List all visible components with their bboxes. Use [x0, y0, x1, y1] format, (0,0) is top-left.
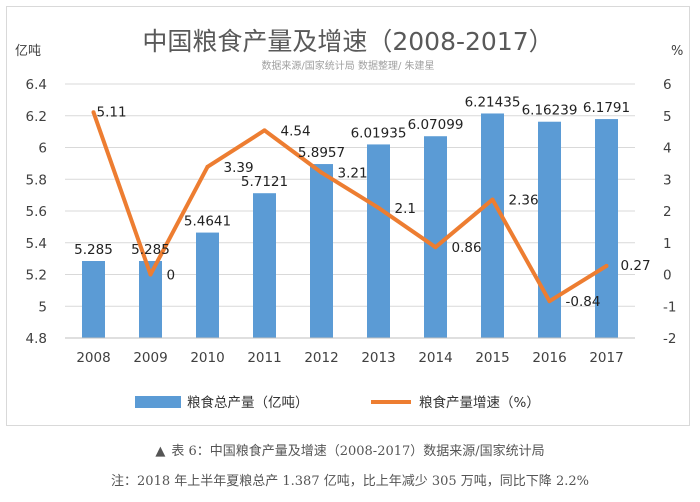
bar [367, 144, 390, 338]
legend-swatch-bars [135, 396, 181, 408]
right-axis-tick-label: -1 [663, 299, 676, 315]
bar-data-label: 5.4641 [184, 214, 231, 230]
bar [538, 121, 561, 339]
bar-data-label: 6.16239 [522, 103, 578, 119]
growth-line [91, 111, 608, 304]
x-axis-tick-label: 2016 [532, 350, 566, 366]
left-axis-tick-label: 6.4 [26, 77, 47, 93]
figure-caption: ▲ 表 6：中国粮食产量及增速（2008-2017）数据来源/国家统计局 [0, 440, 700, 459]
left-axis-tick-label: 6 [38, 141, 47, 157]
x-axis-tick-label: 2017 [589, 350, 623, 366]
chart-subtitle: 数据来源/国家统计局 数据整理/ 朱建星 [261, 59, 434, 72]
right-axis-tick-label: 2 [663, 204, 672, 220]
line-data-label: -0.84 [566, 294, 601, 310]
bar-data-label: 5.285 [131, 242, 170, 258]
left-axis-tick-label: 4.8 [26, 331, 47, 347]
growth-point [91, 110, 96, 115]
chart-svg: 5.285 5.2855.46415.71215.89576.019356.070… [15, 27, 683, 411]
growth-point [205, 164, 210, 169]
left-axis-tick-label: 5.6 [26, 204, 47, 220]
growth-point [490, 197, 495, 202]
right-axis-tick-label: 5 [663, 109, 672, 125]
x-axis-tick-label: 2008 [76, 350, 110, 366]
bar [82, 261, 105, 338]
line-data-label: 0.27 [621, 258, 651, 274]
left-axis-tick-label: 6.2 [26, 109, 47, 125]
right-axis-tick-label: -2 [663, 331, 676, 347]
right-axis-tick-label: 4 [663, 141, 672, 157]
growth-point [319, 170, 324, 175]
bar-data-label: 5.285 [74, 242, 113, 258]
x-axis-tick-label: 2010 [190, 350, 224, 366]
bar [595, 119, 618, 339]
chart-title: 中国粮食产量及增速（2008-2017） [142, 27, 553, 56]
chart-frame: 5.285 5.285 5.4641 5.7121 5.8957 6.01935 6.070… [6, 6, 690, 426]
line-data-label: 0.86 [452, 240, 482, 256]
caption-text: 表 6：中国粮食产量及增速（2008-2017）数据来源/国家统计局 [171, 444, 545, 459]
left-axis-tick-label: 5.8 [26, 172, 47, 188]
bar-data-label: 5.8957 [298, 145, 345, 161]
bar-data-label: 6.21435 [465, 94, 521, 110]
left-axis-tick-label: 5 [38, 299, 47, 315]
x-axis-tick-label: 2014 [418, 350, 452, 366]
bar [310, 164, 333, 338]
left-axis-unit: 亿吨 [15, 44, 41, 59]
x-axis-tick-label: 2012 [304, 350, 338, 366]
line-data-label: 2.36 [509, 193, 539, 209]
right-axis-tick-label: 1 [663, 236, 672, 252]
legend-label-bars: 粮食总产量（亿吨） [187, 394, 309, 411]
bar [139, 261, 162, 338]
x-axis-tick-label: 2011 [247, 350, 281, 366]
bar [253, 193, 276, 338]
line-data-label: 0 [167, 268, 176, 284]
line-data-label: 5.11 [97, 104, 127, 120]
bar [481, 113, 504, 338]
right-axis-unit: % [671, 44, 683, 59]
chart-legend: 粮食总产量（亿吨） 粮食产量增速（%） [135, 394, 540, 411]
growth-point [433, 245, 438, 250]
line-data-label: 2.1 [395, 201, 416, 217]
x-axis-tick-label: 2015 [475, 350, 509, 366]
bar [196, 232, 219, 338]
left-axis-tick-label: 5.4 [26, 236, 47, 252]
right-axis-tick-label: 3 [663, 172, 672, 188]
growth-point [604, 263, 609, 268]
line-data-label: 4.54 [281, 123, 311, 139]
growth-point [547, 299, 552, 304]
growth-point [262, 128, 267, 133]
right-axis-tick-label: 6 [663, 77, 672, 93]
growth-point [376, 205, 381, 210]
x-axis-tick-label: 2009 [133, 350, 167, 366]
figure-note: 注：2018 年上半年夏粮总产 1.387 亿吨，比上年减少 305 万吨，同比… [111, 474, 589, 489]
bar-data-label: 6.01935 [351, 125, 407, 141]
legend-label-line: 粮食产量增速（%） [419, 394, 540, 411]
line-data-label: 3.39 [224, 160, 254, 176]
right-axis-tick-label: 0 [663, 268, 672, 284]
bar-data-label: 6.07099 [408, 117, 464, 133]
left-axis-tick-label: 5.2 [26, 268, 47, 284]
caption-marker: ▲ [155, 444, 166, 459]
bar [424, 136, 447, 338]
x-axis-tick-label: 2013 [361, 350, 395, 366]
growth-point [148, 272, 153, 277]
bar-data-label: 6.1791 [583, 100, 630, 116]
line-data-label: 3.21 [338, 166, 368, 182]
bar-data-label: 5.7121 [241, 174, 288, 190]
